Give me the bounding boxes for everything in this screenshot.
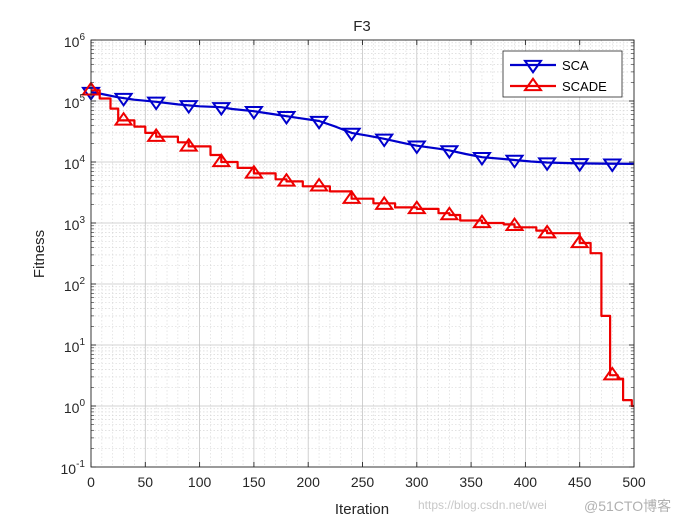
x-axis-label: Iteration bbox=[335, 501, 389, 518]
series-line-scade bbox=[91, 89, 634, 408]
y-tick-label: 105 bbox=[64, 93, 86, 111]
marker-scade bbox=[374, 195, 395, 210]
marker-sca bbox=[211, 102, 232, 117]
y-tick-label: 103 bbox=[64, 215, 86, 233]
y-tick-label: 100 bbox=[64, 398, 86, 416]
x-tick-label: 50 bbox=[138, 474, 154, 490]
marker-scade bbox=[439, 206, 460, 221]
legend: SCA SCADE bbox=[502, 50, 623, 98]
marker-scade bbox=[243, 164, 264, 179]
x-tick-label: 150 bbox=[242, 474, 266, 490]
marker-sca bbox=[178, 100, 199, 115]
marker-scade bbox=[113, 111, 134, 126]
y-tick-label: 101 bbox=[64, 337, 86, 355]
x-tick-label: 500 bbox=[622, 474, 646, 490]
marker-scade bbox=[602, 366, 623, 381]
marker-scade bbox=[537, 224, 558, 239]
legend-entry-scade: SCADE bbox=[510, 77, 607, 94]
marker-sca bbox=[146, 96, 167, 111]
marker-scade bbox=[504, 216, 525, 231]
x-tick-label: 0 bbox=[87, 474, 95, 490]
x-tick-label: 400 bbox=[514, 474, 538, 490]
legend-marker-scade bbox=[523, 77, 543, 92]
legend-marker-sca bbox=[523, 59, 543, 74]
marker-scade bbox=[178, 137, 199, 152]
x-tick-label: 200 bbox=[297, 474, 321, 490]
legend-label-sca: SCA bbox=[562, 58, 589, 73]
marker-sca bbox=[276, 110, 297, 126]
marker-sca bbox=[374, 133, 395, 148]
marker-sca bbox=[569, 158, 590, 173]
marker-sca bbox=[406, 140, 427, 155]
marker-scade bbox=[146, 127, 167, 142]
x-tick-label: 250 bbox=[351, 474, 375, 490]
marker-scade bbox=[211, 153, 232, 168]
ticks-layer: 0 50 100 150 200 250 300 350 400 450 500 10-1 100 101… bbox=[61, 32, 646, 490]
series-line-sca bbox=[90, 91, 635, 165]
watermark-url: https://blog.csdn.net/wei bbox=[418, 498, 547, 512]
y-axis-label: Fitness bbox=[31, 230, 48, 278]
marker-sca bbox=[113, 92, 134, 108]
x-tick-label: 450 bbox=[568, 474, 592, 490]
y-tick-label: 106 bbox=[64, 32, 86, 50]
x-tick-label: 300 bbox=[405, 474, 429, 490]
x-tick-label: 350 bbox=[459, 474, 483, 490]
marker-sca bbox=[341, 127, 362, 142]
marker-scade bbox=[406, 199, 427, 215]
x-tick-label: 100 bbox=[188, 474, 212, 490]
y-tick-label: 104 bbox=[64, 154, 86, 172]
marker-sca bbox=[472, 151, 492, 167]
marker-sca bbox=[602, 158, 623, 173]
marker-scade bbox=[569, 234, 590, 249]
legend-entry-sca: SCA bbox=[510, 58, 589, 74]
marker-sca bbox=[439, 145, 460, 160]
marker-sca bbox=[537, 157, 558, 172]
legend-box bbox=[502, 50, 623, 98]
series-layer bbox=[81, 81, 635, 408]
y-tick-label: 10-1 bbox=[61, 459, 86, 477]
chart-title: F3 bbox=[353, 18, 371, 35]
marker-scade bbox=[341, 189, 362, 204]
marker-scade bbox=[276, 172, 297, 187]
marker-sca bbox=[309, 115, 329, 130]
marker-sca bbox=[243, 106, 264, 121]
marker-scade bbox=[472, 214, 492, 229]
watermark-badge: @51CTO博客 bbox=[584, 498, 672, 514]
marker-sca bbox=[504, 154, 525, 169]
legend-label-scade: SCADE bbox=[562, 79, 607, 94]
marker-scade bbox=[309, 177, 329, 192]
y-tick-label: 102 bbox=[64, 276, 86, 294]
